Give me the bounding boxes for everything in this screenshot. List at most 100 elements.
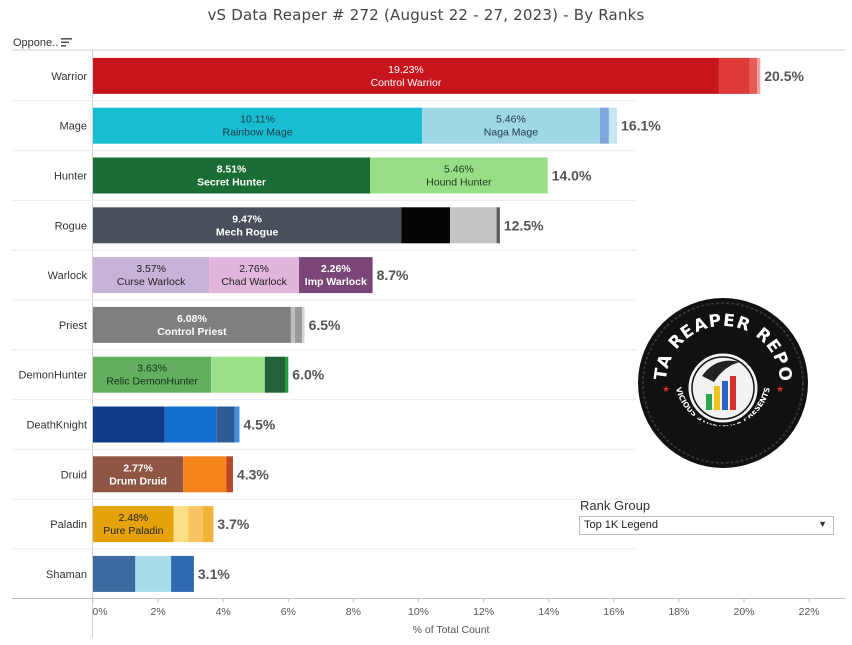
svg-text:★: ★ <box>776 384 784 394</box>
bar-segment <box>294 306 302 343</box>
rank-group-label: Rank Group <box>580 498 651 513</box>
segment-archetype-label: Curse Warlock <box>117 276 186 288</box>
segment-archetype-label: Secret Hunter <box>197 177 266 189</box>
segment-percent-label: 3.57% <box>136 263 166 275</box>
sort-icon[interactable] <box>61 38 73 47</box>
segment-percent-label: 19.23% <box>388 64 424 76</box>
bar-segment <box>135 555 172 592</box>
bar-segment <box>450 207 497 244</box>
class-label: Hunter <box>54 171 87 183</box>
x-tick-label: 22% <box>799 606 820 618</box>
bar-segment <box>188 506 204 543</box>
x-tick-label: 10% <box>408 606 429 618</box>
bar-segment <box>401 207 451 244</box>
total-label: 14.0% <box>552 168 592 184</box>
class-label: DemonHunter <box>19 370 88 382</box>
total-label: 4.3% <box>237 466 269 482</box>
bar-segment <box>226 456 233 493</box>
class-label: Shaman <box>46 569 87 581</box>
segment-percent-label: 6.08% <box>177 313 207 325</box>
total-label: 3.7% <box>217 516 249 532</box>
total-label: 12.5% <box>504 217 544 233</box>
segment-archetype-label: Chad Warlock <box>221 276 287 288</box>
x-tick-label: 6% <box>281 606 296 618</box>
bar-segment <box>93 555 136 592</box>
class-label: Warlock <box>48 270 88 282</box>
rank-group-value: Top 1K Legend <box>584 519 659 531</box>
segment-percent-label: 10.11% <box>240 114 275 126</box>
bar-segment <box>173 506 189 543</box>
total-label: 16.1% <box>621 118 661 134</box>
bar-segment <box>301 306 305 343</box>
x-tick-label: 4% <box>216 606 231 618</box>
segment-percent-label: 9.47% <box>232 213 262 225</box>
bar-segment <box>599 107 609 144</box>
segment-archetype-label: Control Priest <box>157 326 227 338</box>
x-tick-label: 16% <box>603 606 624 618</box>
svg-text:★: ★ <box>662 384 670 394</box>
bar-segment <box>93 456 184 493</box>
bar-segment <box>718 57 750 94</box>
bar-segment <box>93 57 719 94</box>
bar-segment <box>749 57 758 94</box>
x-tick-label: 18% <box>668 606 689 618</box>
total-label: 4.5% <box>243 417 275 433</box>
total-label: 6.5% <box>309 317 341 333</box>
bar-segment <box>757 57 761 94</box>
bar-segment <box>370 157 548 194</box>
bar-segment <box>93 157 371 194</box>
bar-segment <box>608 107 618 144</box>
bar-segment <box>93 506 174 543</box>
bar-segment <box>422 107 600 144</box>
rank-group-dropdown[interactable]: Top 1K Legend ▼ <box>579 516 834 535</box>
bar-segment <box>216 406 235 443</box>
bar-segment <box>211 356 265 393</box>
opponent-column-header[interactable]: Oppone.. <box>13 37 59 49</box>
segment-percent-label: 8.51% <box>217 164 247 176</box>
segment-archetype-label: Hound Hunter <box>426 177 492 189</box>
total-label: 3.1% <box>198 566 230 582</box>
segment-archetype-label: Rainbow Mage <box>223 127 293 139</box>
segment-percent-label: 2.26% <box>321 263 351 275</box>
segment-archetype-label: Pure Paladin <box>103 525 163 537</box>
x-tick-label: 20% <box>733 606 754 618</box>
bar-segment <box>164 406 217 443</box>
segment-percent-label: 5.46% <box>444 164 474 176</box>
bar-segment <box>93 207 402 244</box>
class-label: Priest <box>59 320 87 332</box>
segment-percent-label: 5.46% <box>496 114 526 126</box>
bar-segment <box>93 406 165 443</box>
segment-percent-label: 2.48% <box>118 512 148 524</box>
total-label: 6.0% <box>292 367 324 383</box>
data-reaper-logo: DATA REAPER REPORT VICIOUS SYNDICATE PRE… <box>636 296 808 468</box>
bar-segment <box>93 257 210 294</box>
bar-segment <box>93 356 212 393</box>
class-label: DeathKnight <box>26 420 87 432</box>
bar-segment <box>264 356 286 393</box>
bar-segment <box>209 257 300 294</box>
bar-segment <box>203 506 214 543</box>
bar-segment <box>285 356 289 393</box>
segment-percent-label: 2.76% <box>239 263 269 275</box>
class-label: Druid <box>61 469 87 481</box>
segment-archetype-label: Naga Mage <box>484 127 538 139</box>
chevron-down-icon: ▼ <box>818 519 827 529</box>
x-tick-label: 0% <box>92 606 107 618</box>
bar-segment <box>93 107 423 144</box>
class-label: Warrior <box>51 71 87 83</box>
chart-title: vS Data Reaper # 272 (August 22 - 27, 20… <box>207 6 645 24</box>
segment-archetype-label: Relic DemonHunter <box>106 376 198 388</box>
segment-percent-label: 2.77% <box>123 462 153 474</box>
segment-percent-label: 3.63% <box>137 363 167 375</box>
segment-archetype-label: Drum Druid <box>109 475 167 487</box>
class-label: Mage <box>59 121 87 133</box>
x-tick-label: 8% <box>346 606 361 618</box>
bar-segment <box>299 257 373 294</box>
segment-archetype-label: Imp Warlock <box>305 276 367 288</box>
total-label: 8.7% <box>377 267 409 283</box>
x-tick-label: 12% <box>473 606 494 618</box>
x-axis-title: % of Total Count <box>413 624 490 636</box>
bar-segment <box>183 456 227 493</box>
segment-archetype-label: Mech Rogue <box>216 226 279 238</box>
